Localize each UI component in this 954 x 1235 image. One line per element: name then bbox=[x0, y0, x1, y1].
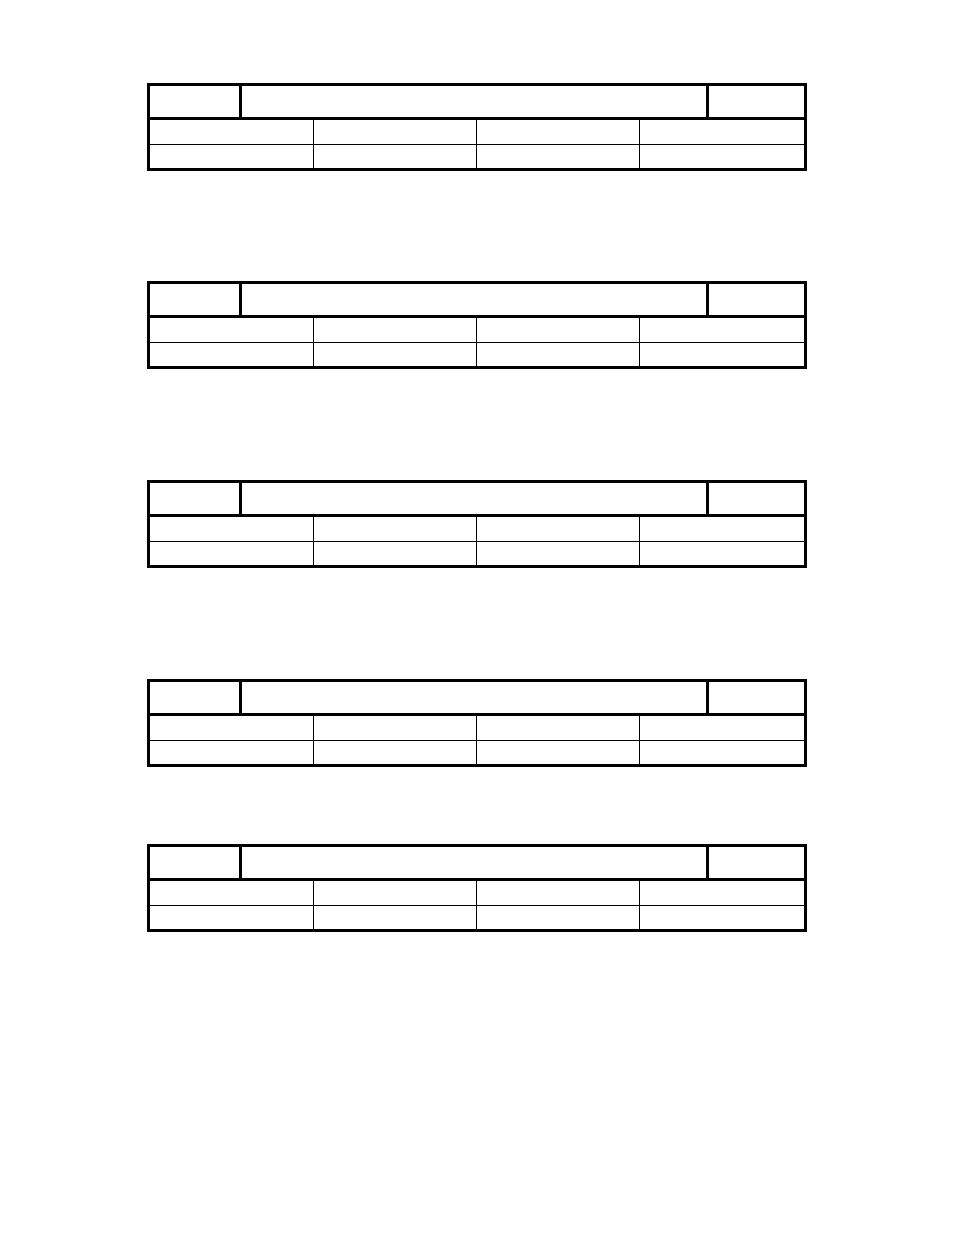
table-row bbox=[150, 740, 804, 764]
table-row bbox=[150, 905, 804, 929]
table-cell bbox=[313, 120, 476, 144]
table-row bbox=[150, 144, 804, 168]
table-cell bbox=[639, 318, 804, 342]
table-cell bbox=[150, 343, 313, 366]
table-cell bbox=[150, 542, 313, 565]
table-cell bbox=[150, 881, 313, 905]
table-cell bbox=[150, 741, 313, 764]
table-cell bbox=[313, 318, 476, 342]
table-row bbox=[150, 881, 804, 905]
table-cell bbox=[476, 542, 639, 565]
table-cell bbox=[639, 741, 804, 764]
header-cell-right bbox=[706, 483, 804, 514]
header-cell-left bbox=[150, 483, 242, 514]
table-header-row bbox=[150, 483, 804, 517]
header-cell-mid bbox=[242, 483, 706, 514]
table-cell bbox=[639, 881, 804, 905]
table-cell bbox=[313, 741, 476, 764]
table-cell bbox=[313, 343, 476, 366]
table-cell bbox=[313, 542, 476, 565]
table-header-row bbox=[150, 86, 804, 120]
table-cell bbox=[150, 318, 313, 342]
table-block bbox=[147, 844, 807, 932]
table-cell bbox=[476, 120, 639, 144]
table-block bbox=[147, 83, 807, 171]
table-cell bbox=[639, 517, 804, 541]
table-cell bbox=[150, 517, 313, 541]
table-cell bbox=[313, 517, 476, 541]
header-cell-right bbox=[706, 682, 804, 713]
header-cell-mid bbox=[242, 86, 706, 117]
table-cell bbox=[476, 906, 639, 929]
table-cell bbox=[476, 145, 639, 168]
header-cell-right bbox=[706, 847, 804, 878]
table-row bbox=[150, 120, 804, 144]
table-block bbox=[147, 679, 807, 767]
header-cell-left bbox=[150, 847, 242, 878]
table-cell bbox=[313, 716, 476, 740]
table-cell bbox=[639, 542, 804, 565]
header-cell-mid bbox=[242, 284, 706, 315]
table-block bbox=[147, 281, 807, 369]
table-cell bbox=[476, 741, 639, 764]
table-cell bbox=[476, 318, 639, 342]
table-header-row bbox=[150, 284, 804, 318]
header-cell-left bbox=[150, 284, 242, 315]
table-cell bbox=[476, 881, 639, 905]
table-row bbox=[150, 517, 804, 541]
table-cell bbox=[476, 343, 639, 366]
table-row bbox=[150, 716, 804, 740]
table-cell bbox=[639, 343, 804, 366]
table-cell bbox=[150, 120, 313, 144]
header-cell-mid bbox=[242, 682, 706, 713]
table-cell bbox=[639, 716, 804, 740]
table-cell bbox=[639, 120, 804, 144]
table-row bbox=[150, 541, 804, 565]
table-cell bbox=[150, 906, 313, 929]
table-header-row bbox=[150, 682, 804, 716]
table-cell bbox=[150, 716, 313, 740]
table-cell bbox=[476, 517, 639, 541]
table-cell bbox=[313, 906, 476, 929]
table-header-row bbox=[150, 847, 804, 881]
table-cell bbox=[313, 881, 476, 905]
table-cell bbox=[639, 906, 804, 929]
header-cell-left bbox=[150, 682, 242, 713]
table-row bbox=[150, 342, 804, 366]
header-cell-left bbox=[150, 86, 242, 117]
header-cell-right bbox=[706, 86, 804, 117]
table-cell bbox=[639, 145, 804, 168]
table-cell bbox=[476, 716, 639, 740]
header-cell-right bbox=[706, 284, 804, 315]
header-cell-mid bbox=[242, 847, 706, 878]
table-block bbox=[147, 480, 807, 568]
table-cell bbox=[150, 145, 313, 168]
table-cell bbox=[313, 145, 476, 168]
table-row bbox=[150, 318, 804, 342]
